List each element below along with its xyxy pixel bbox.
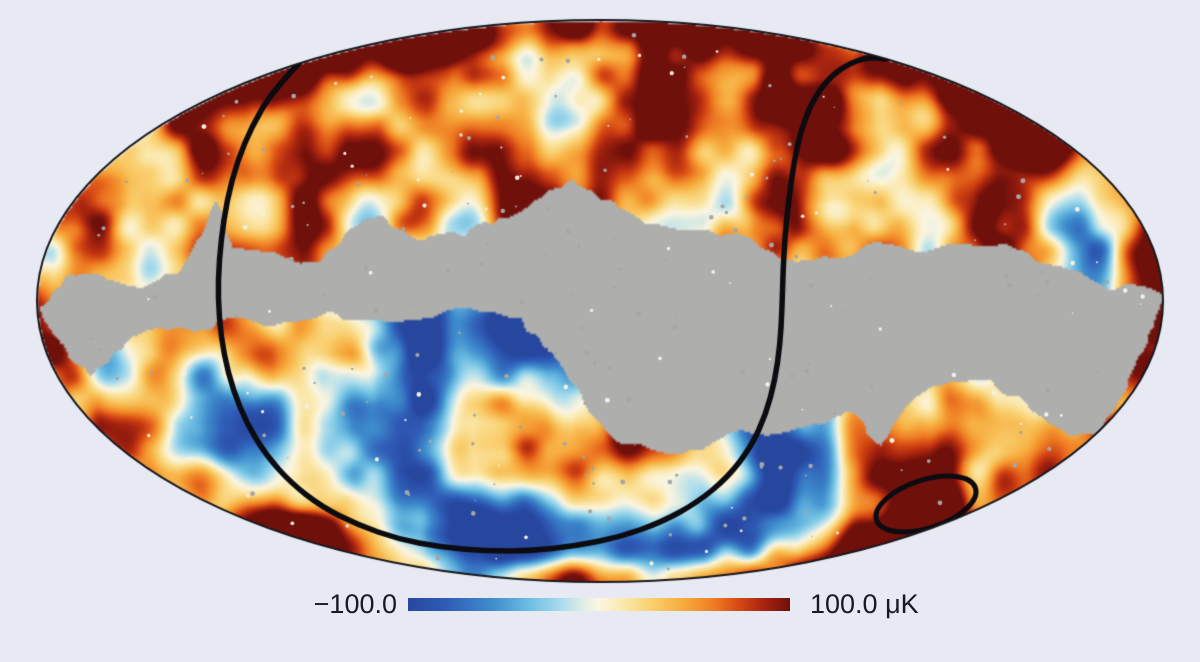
colorbar-min-label: −100.0: [313, 589, 397, 619]
colorbar-max-label: 100.0 μK: [810, 589, 919, 619]
colorbar-gradient: [408, 598, 790, 611]
